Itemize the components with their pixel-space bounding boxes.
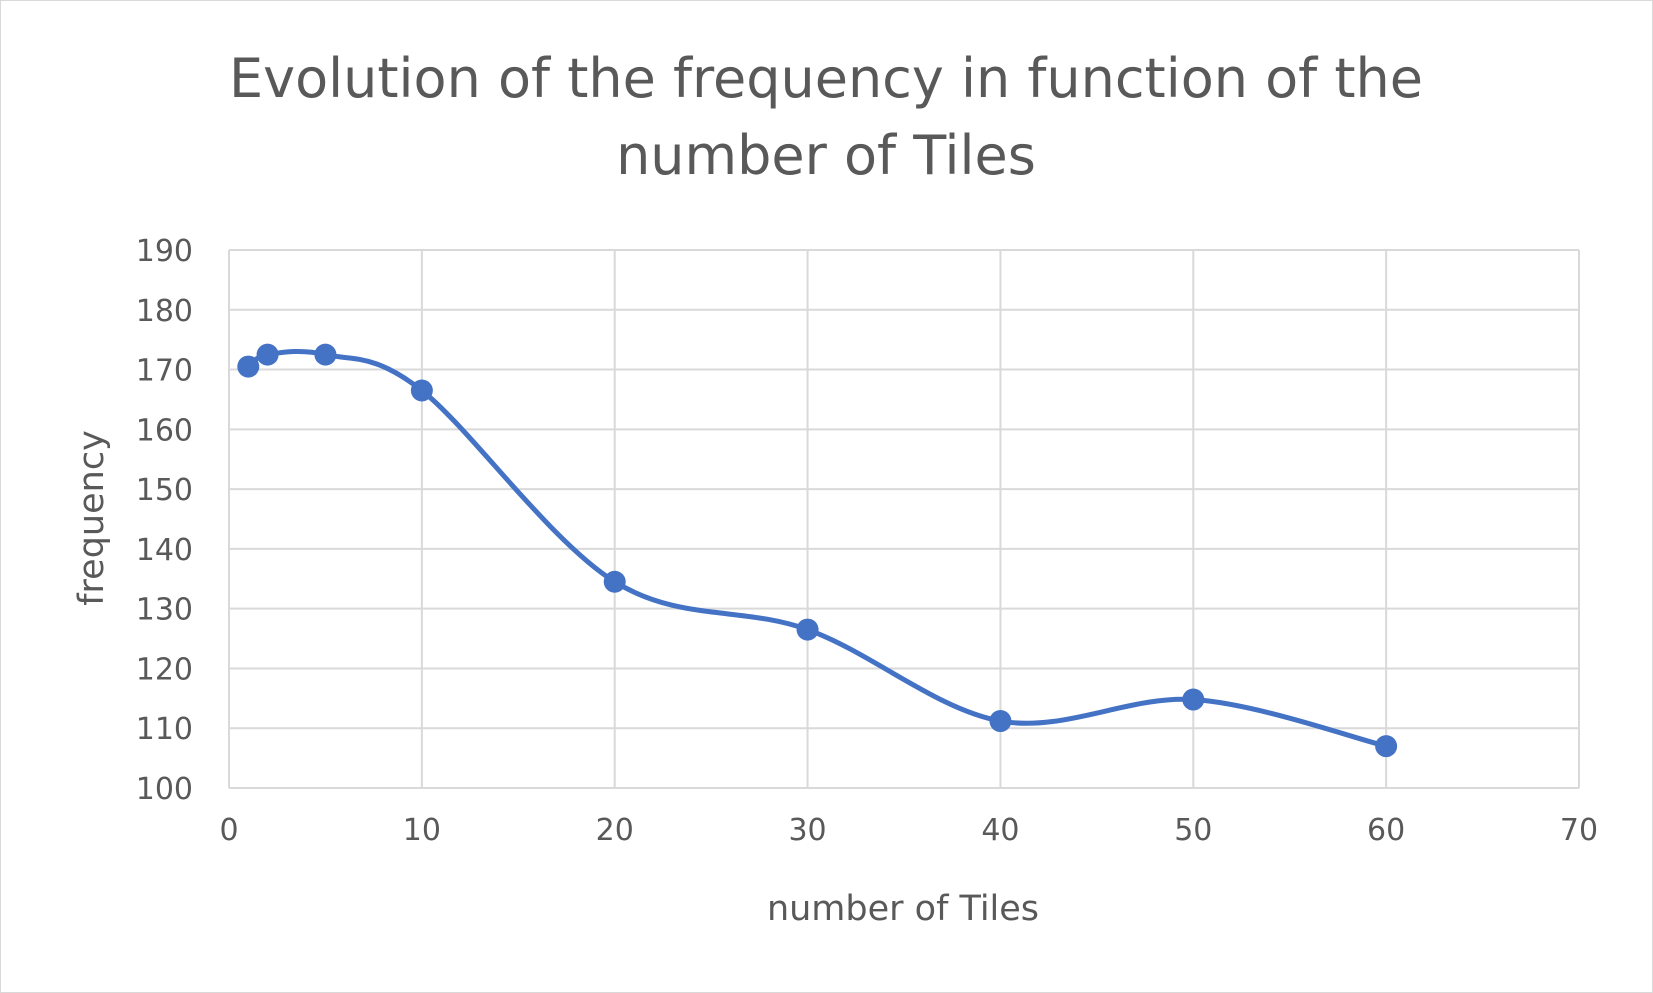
data-point-30 [796,618,819,641]
data-point-5 [314,343,337,366]
x-tick-label-30: 30 [788,813,826,848]
x-axis-tick-labels: 0 10 20 30 40 50 60 70 [219,813,1598,848]
x-tick-label-70: 70 [1560,813,1598,848]
y-tick-label-140: 140 [136,533,193,568]
data-point-1 [237,355,260,378]
y-tick-label-130: 130 [136,593,193,628]
data-point-2 [256,343,279,366]
chart-title: Evolution of the frequency in function o… [229,47,1423,187]
x-tick-label-60: 60 [1367,813,1405,848]
x-tick-label-20: 20 [596,813,634,848]
y-tick-label-120: 120 [136,652,193,687]
y-tick-label-100: 100 [136,772,193,807]
data-point-10 [410,379,433,402]
x-tick-label-0: 0 [219,813,238,848]
y-tick-label-170: 170 [136,354,193,389]
y-tick-label-160: 160 [136,413,193,448]
x-tick-label-10: 10 [403,813,441,848]
chart-title-line-1: Evolution of the frequency in function o… [229,47,1423,110]
y-tick-label-110: 110 [136,712,193,747]
data-point-40 [989,710,1012,733]
y-axis-tick-labels: 100 110 120 130 140 150 160 170 180 190 [136,234,193,807]
data-markers [237,343,1398,758]
data-point-60 [1375,735,1398,758]
y-axis-title: frequency [72,430,112,606]
y-tick-label-180: 180 [136,294,193,329]
data-point-20 [603,570,626,593]
x-tick-label-40: 40 [981,813,1019,848]
data-point-50 [1182,688,1205,711]
gridlines [228,249,1580,789]
y-tick-label-150: 150 [136,473,193,508]
x-axis-title: number of Tiles [767,889,1039,929]
y-tick-label-190: 190 [136,234,193,269]
x-tick-label-50: 50 [1174,813,1212,848]
chart-title-line-2: number of Tiles [616,124,1036,187]
